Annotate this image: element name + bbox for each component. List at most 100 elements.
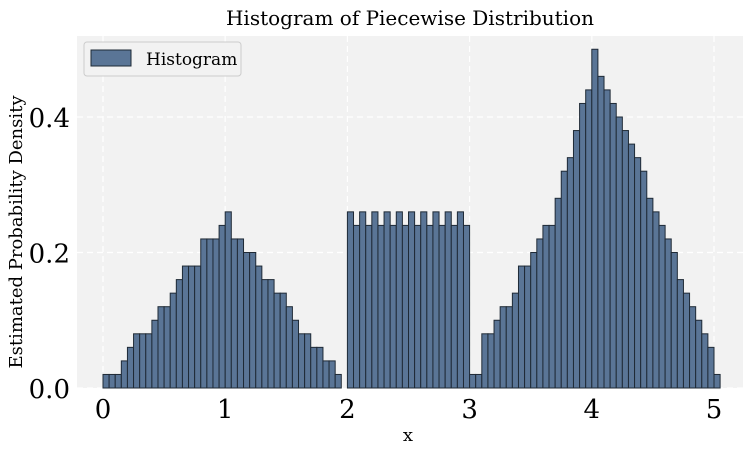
histogram-bar <box>310 346 318 389</box>
histogram-bar <box>175 279 183 389</box>
histogram-bar <box>334 373 342 389</box>
histogram-bar <box>517 265 526 389</box>
histogram-bar <box>414 224 422 389</box>
histogram-bar <box>365 224 373 389</box>
histogram-bar <box>609 102 617 389</box>
histogram-bar <box>255 265 263 389</box>
histogram-bar <box>591 48 599 389</box>
histogram-bar <box>389 224 397 389</box>
histogram-bar <box>401 224 410 389</box>
histogram-bar <box>707 346 715 389</box>
x-tick-label: 3 <box>461 395 478 425</box>
histogram-bar <box>634 157 642 389</box>
histogram-bar <box>579 102 587 389</box>
histogram-bar <box>646 197 654 389</box>
histogram-bar <box>627 143 636 389</box>
histogram-bar <box>151 319 159 389</box>
histogram-bar <box>664 238 672 389</box>
histogram-bar <box>285 306 293 389</box>
histogram-bar <box>456 211 464 389</box>
histogram-bar <box>450 224 458 389</box>
y-axis-label: Estimated Probability Density <box>6 95 27 369</box>
histogram-bar <box>475 373 483 389</box>
histogram-bar <box>652 211 660 389</box>
histogram-bar <box>689 306 697 389</box>
histogram-bar <box>487 333 495 389</box>
histogram-bar <box>395 211 403 389</box>
histogram-bar <box>377 224 385 389</box>
histogram-bar <box>670 252 678 389</box>
histogram-bar <box>346 211 355 389</box>
histogram-bar <box>572 130 581 389</box>
x-tick-label: 5 <box>706 395 723 425</box>
y-tick-labels: 0.0 0.2 0.4 <box>29 104 70 405</box>
histogram-bar <box>359 211 367 389</box>
histogram-bar <box>499 306 507 389</box>
histogram-bar <box>218 224 226 389</box>
histogram-bar <box>224 211 232 389</box>
histogram-bar <box>640 170 648 389</box>
x-axis-label: x <box>403 425 413 446</box>
histogram-bar <box>371 211 379 389</box>
histogram-bar <box>462 224 471 389</box>
histogram-bar <box>126 346 135 389</box>
histogram-bar <box>432 211 440 389</box>
histogram-bar <box>603 89 611 389</box>
x-tick-label: 1 <box>217 395 234 425</box>
histogram-bars <box>102 48 721 389</box>
histogram-bar <box>139 333 147 389</box>
histogram-bar <box>536 238 544 389</box>
histogram-bar <box>230 238 238 389</box>
histogram-bar <box>585 89 593 389</box>
legend-swatch <box>90 49 132 67</box>
histogram-bar <box>157 306 165 389</box>
histogram-bar <box>322 360 330 389</box>
histogram-bar <box>267 279 275 389</box>
histogram-bar <box>291 319 300 389</box>
histogram-bar <box>353 224 361 389</box>
histogram-bar <box>145 333 153 389</box>
histogram-bar <box>548 224 556 389</box>
histogram-bar <box>542 224 550 389</box>
histogram-bar <box>163 306 171 389</box>
histogram-bar <box>505 306 513 389</box>
x-tick-label: 2 <box>339 395 356 425</box>
histogram-bar <box>597 75 605 389</box>
histogram-bar <box>676 279 684 389</box>
x-tick-labels: 0 1 2 3 4 5 <box>95 395 723 425</box>
histogram-bar <box>261 279 269 389</box>
histogram-bar <box>444 211 452 389</box>
histogram-bar <box>133 333 141 389</box>
histogram-bar <box>438 224 446 389</box>
histogram-bar <box>212 238 220 389</box>
histogram-bar <box>511 292 519 389</box>
x-tick-label: 4 <box>584 395 601 425</box>
histogram-bar <box>682 292 691 389</box>
histogram-bar <box>658 224 666 389</box>
histogram-bar <box>560 170 568 389</box>
histogram-bar <box>554 197 562 389</box>
histogram-bar <box>383 211 391 389</box>
histogram-bar <box>298 333 306 389</box>
histogram-bar <box>206 238 214 389</box>
histogram-bar <box>524 265 532 389</box>
histogram-bar <box>273 292 281 389</box>
legend-label-histogram: Histogram <box>146 50 237 70</box>
y-tick-label: 0.4 <box>29 104 70 134</box>
histogram-bar <box>108 373 116 389</box>
y-tick-label: 0.0 <box>29 375 70 405</box>
histogram-bar <box>181 265 190 389</box>
histogram-bar <box>169 292 177 389</box>
histogram-bar <box>621 130 629 389</box>
chart-title: Histogram of Piecewise Distribution <box>226 6 594 30</box>
histogram-bar <box>530 252 538 389</box>
histogram-bar <box>200 238 208 389</box>
histogram-bar <box>701 333 709 389</box>
histogram-bar <box>695 319 703 389</box>
histogram-bar <box>328 360 336 389</box>
histogram-bar <box>426 224 434 389</box>
histogram-bar <box>249 252 257 389</box>
histogram-bar <box>188 265 196 389</box>
histogram-bar <box>120 360 128 389</box>
